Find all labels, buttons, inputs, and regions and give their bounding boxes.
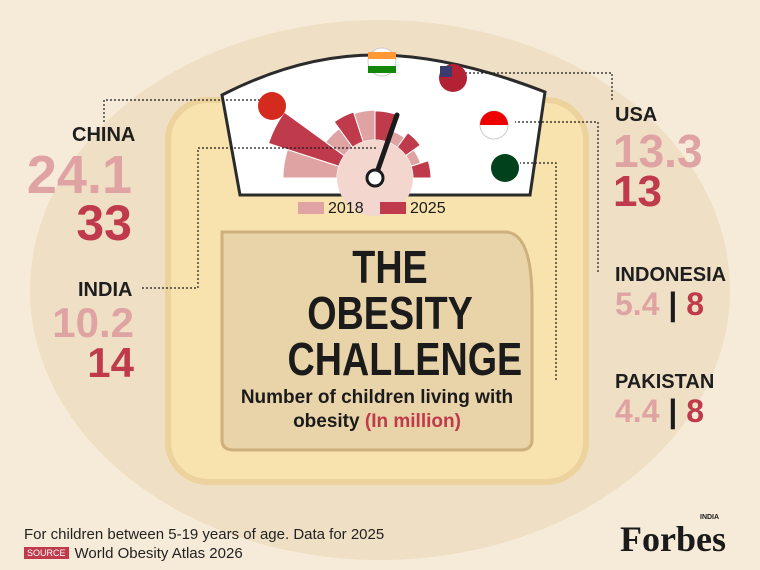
value-label: 13 [613,167,662,216]
subtitle-block: Number of children living with obesity (… [232,386,522,434]
leader-lines [103,72,613,380]
flags [258,47,519,182]
chart-title: THE OBESITY CHALLENGE [287,241,523,385]
value-row: 5.4 | 8 [615,286,705,322]
value-label: 8 [686,286,705,322]
value-label: 5.4 [615,286,660,322]
value-label: 33 [76,195,132,251]
value-label: 24.1 [26,145,132,205]
source-line: SOURCE World Obesity Atlas 2026 [24,545,243,562]
value-label: 13.3 [613,125,703,177]
country-label: CHINA [72,124,136,146]
needle-pivot [365,168,385,188]
value-label: 10.2 [52,299,134,346]
value-row: 4.4 | 8 [615,393,705,429]
legend-swatch [298,202,324,214]
country-label: PAKISTAN [615,371,715,393]
country-label: USA [615,104,658,126]
footnote: For children between 5-19 years of age. … [24,526,385,543]
source: World Obesity Atlas 2026 [74,545,243,562]
legend-label: 2025 [410,200,446,217]
needle [372,112,400,181]
brand: Forbes [620,519,726,559]
unit: (In million) [364,411,461,432]
country-label: INDIA [78,279,133,301]
display-dome [220,230,534,452]
value-label: 8 [686,393,705,429]
country-label: INDONESIA [615,264,727,286]
subtitle: Number of children living with obesity [240,387,514,432]
value-label: 14 [87,339,134,386]
brand-edition: INDIA [700,514,720,521]
source-label: SOURCE [24,547,69,559]
value-label: 4.4 [615,393,660,429]
legend-label: 2018 [328,200,364,217]
legend-swatch [380,202,406,214]
